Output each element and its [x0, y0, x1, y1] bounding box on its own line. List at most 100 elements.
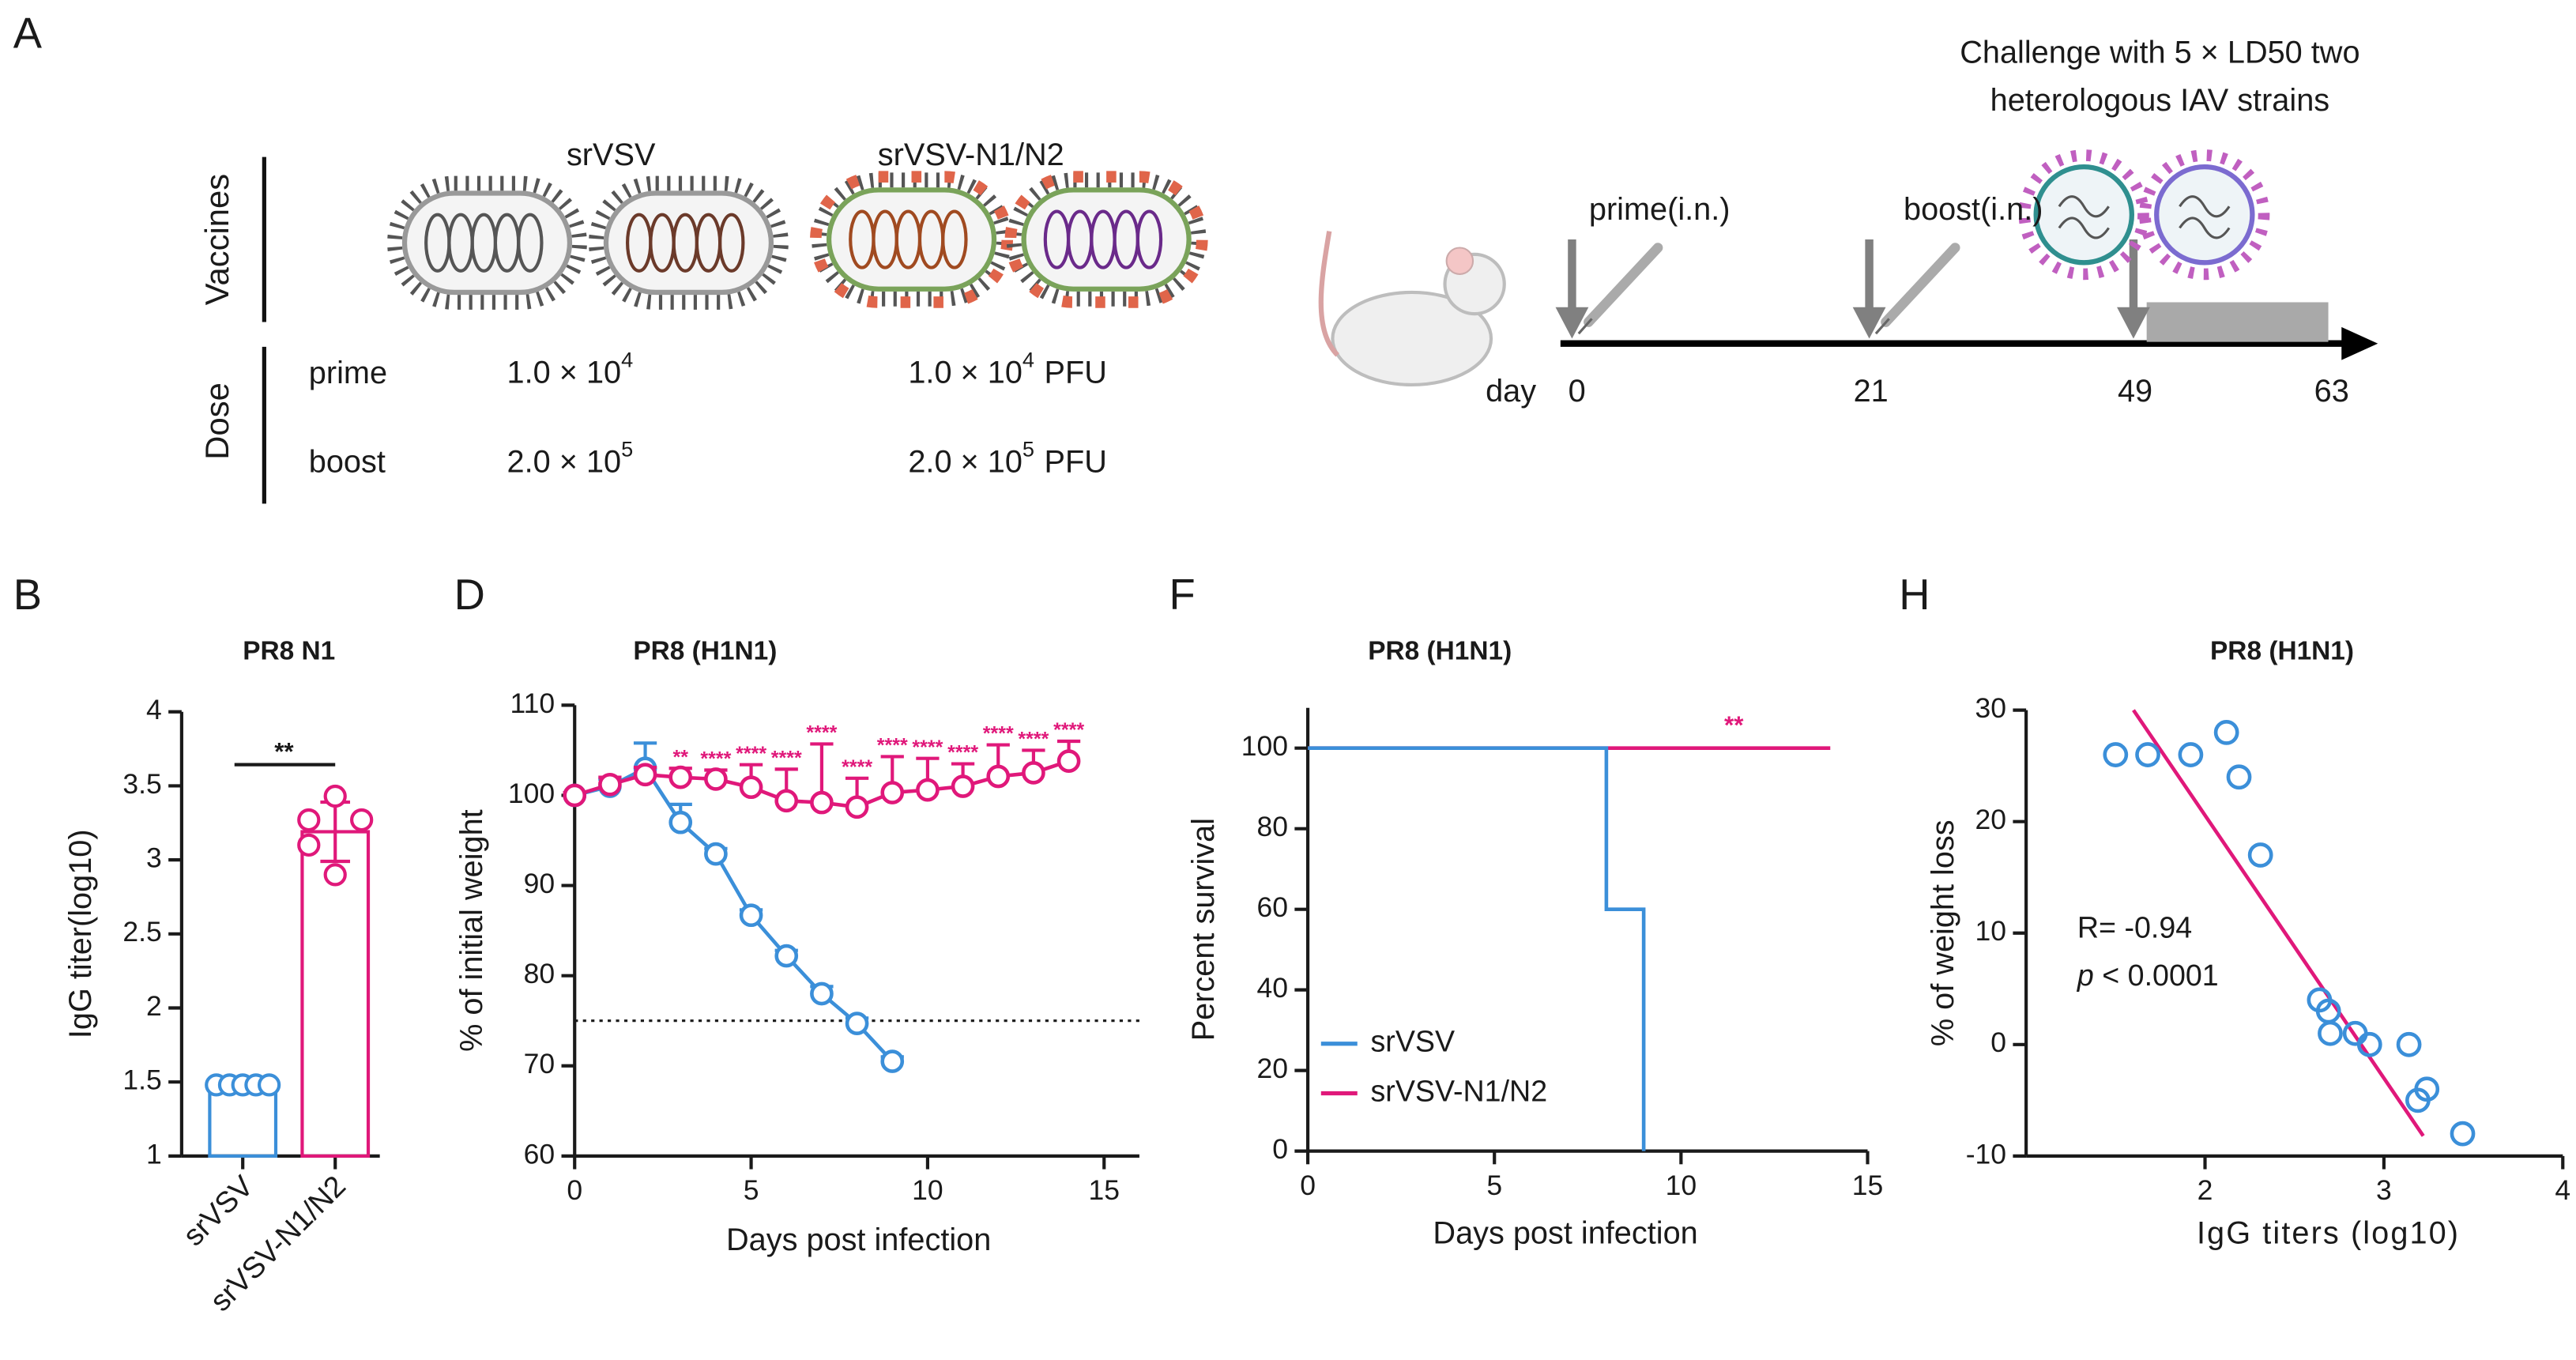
x-tick-label: 15	[1088, 1174, 1120, 1206]
significance-label: **	[672, 746, 688, 768]
chart-title: PR8 (H1N1)	[1368, 636, 1512, 665]
y-tick-label: 0	[1990, 1027, 2006, 1058]
significance-label: ****	[1018, 729, 1049, 751]
y-axis-label: Percent survival	[1186, 818, 1221, 1041]
dose-name: boost	[309, 445, 386, 480]
y-tick-label: 60	[1256, 891, 1288, 923]
data-point	[2247, 842, 2273, 868]
data-point	[739, 903, 763, 928]
data-point	[810, 981, 834, 1006]
significance-label: ****	[736, 743, 766, 765]
data-point	[986, 764, 1011, 789]
panel-letter: H	[1899, 571, 1930, 619]
virus-proteins	[810, 171, 1014, 308]
x-tick-label: 15	[1852, 1170, 1884, 1201]
timeline-arrow-head	[2117, 307, 2150, 339]
virus-body	[401, 190, 573, 296]
x-tick-label: 10	[1666, 1170, 1697, 1201]
virus-body	[603, 190, 774, 296]
y-tick-label: 1.5	[122, 1064, 161, 1096]
timeline-day: 21	[1854, 374, 1889, 409]
annotation-value: < 0.0001	[2094, 959, 2219, 992]
timeline-step: boost(i.n.)	[1904, 192, 2043, 227]
x-tick-label: 0	[567, 1174, 582, 1206]
data-point	[2213, 719, 2239, 745]
iav-body	[2154, 164, 2255, 266]
significance-label: ****	[947, 742, 978, 764]
y-tick-label: 4	[146, 694, 162, 725]
mouse-body	[1331, 290, 1493, 387]
significance-label: ****	[1053, 719, 1084, 741]
syringe	[1584, 243, 1663, 327]
significance-label: ****	[912, 737, 943, 759]
data-point	[258, 1073, 281, 1097]
y-tick-label: 40	[1256, 972, 1288, 1004]
significance-label: ****	[771, 747, 802, 769]
virus-icon	[387, 175, 587, 310]
y-tick-label: 20	[1256, 1053, 1288, 1084]
y-tick-label: 60	[524, 1138, 555, 1170]
dose-exponent: 4	[1022, 348, 1034, 372]
data-point	[1022, 761, 1045, 785]
data-point	[633, 763, 657, 787]
iav-body	[2033, 164, 2134, 266]
data-point	[668, 765, 693, 789]
dose-base: 2.0 × 10	[507, 445, 622, 480]
x-tick-label: 5	[744, 1174, 759, 1206]
y-tick-label: 2.5	[122, 916, 161, 947]
y-tick-label: 80	[1256, 811, 1288, 842]
y-tick-label: -10	[1966, 1138, 2006, 1170]
x-tick-label: 4	[2555, 1174, 2570, 1206]
mouse-tail	[1318, 231, 1339, 357]
dose-exponent: 5	[621, 437, 633, 461]
data-point	[2135, 742, 2160, 767]
data-point	[2356, 1031, 2382, 1057]
data-point	[598, 772, 622, 797]
y-tick-label: 100	[1241, 730, 1288, 762]
data-point	[2450, 1121, 2476, 1147]
significance-label: ****	[842, 756, 872, 778]
data-point	[1056, 749, 1081, 773]
data-point	[2318, 1020, 2343, 1046]
data-point	[2178, 742, 2204, 767]
syringe-needle	[1577, 318, 1593, 335]
timeline-arrow-head	[1555, 307, 1589, 339]
iav-spikes	[2139, 149, 2270, 281]
data-point	[880, 1049, 905, 1073]
y-tick-label: 1	[146, 1138, 162, 1170]
data-point	[2226, 764, 2252, 790]
row-label: Vaccines	[198, 174, 235, 305]
y-tick-label: 3.5	[122, 768, 161, 800]
y-tick-label: 70	[524, 1048, 555, 1079]
x-axis-label: Days post infection	[1433, 1216, 1697, 1251]
data-point	[951, 774, 975, 798]
timeline-day: 49	[2118, 374, 2152, 409]
iav-spikes	[2018, 149, 2149, 281]
significance-label: **	[1724, 711, 1744, 739]
significance-label: ****	[700, 748, 731, 770]
row-label: Dose	[198, 382, 235, 460]
mouse-ear	[1445, 247, 1474, 275]
legend-label: srVSV-N1/N2	[1370, 1074, 1547, 1107]
x-tick-label: srVSV	[176, 1169, 259, 1252]
virus-coil	[718, 213, 745, 273]
iav-genome	[2179, 195, 2231, 239]
virus-icon	[588, 175, 789, 310]
timeline-step: prime(i.n.)	[1589, 192, 1731, 227]
data-point	[323, 863, 347, 887]
chart-title: PR8 N1	[243, 636, 335, 665]
challenge-text: heterologous IAV strains	[1990, 83, 2329, 118]
significance-label: ****	[877, 734, 908, 756]
significance-label: ****	[983, 723, 1014, 745]
y-tick-label: 2	[146, 990, 162, 1022]
timeline-day: 63	[2314, 374, 2349, 409]
data-point	[704, 842, 728, 866]
y-tick-label: 90	[524, 868, 555, 899]
x-tick-label: 0	[1300, 1170, 1316, 1201]
significance-label: **	[274, 737, 294, 765]
data-point	[323, 784, 347, 808]
data-point	[704, 767, 728, 791]
virus-icon	[1004, 171, 1208, 308]
dose-base: 1.0 × 10	[908, 356, 1022, 390]
panel-letter: F	[1169, 571, 1196, 619]
